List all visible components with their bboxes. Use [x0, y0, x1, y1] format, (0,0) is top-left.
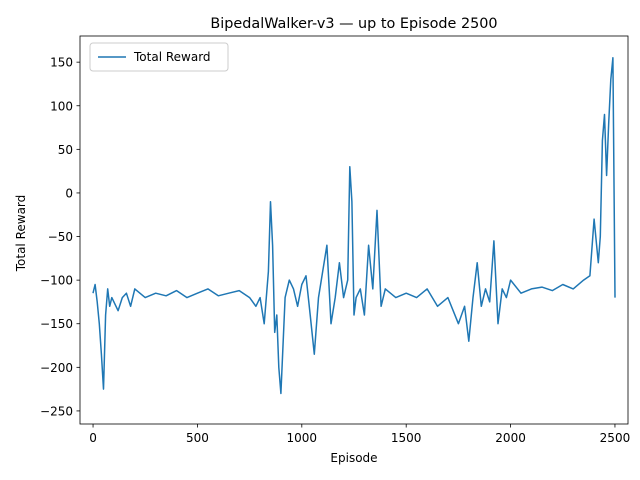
y-tick-label: −100	[40, 274, 73, 288]
x-axis-label: Episode	[330, 451, 377, 465]
series-line-total-reward	[92, 57, 616, 395]
y-tick-label: 100	[50, 99, 73, 113]
y-tick-label: 150	[50, 56, 73, 70]
chart-title: BipedalWalker-v3 — up to Episode 2500	[210, 16, 497, 32]
x-tick-label: 2000	[495, 431, 526, 445]
y-axis-label: Total Reward	[14, 195, 28, 273]
y-axis: −250 −200 −150 −100 −50 0 50 100 150	[40, 56, 80, 418]
legend: Total Reward	[89, 42, 229, 72]
x-tick-label: 1500	[391, 431, 422, 445]
y-tick-label: −200	[40, 361, 73, 375]
x-tick-label: 500	[186, 431, 209, 445]
plot-area	[79, 35, 629, 425]
y-tick-label: −150	[40, 317, 73, 331]
y-tick-label: −250	[40, 404, 73, 418]
legend-box	[89, 42, 229, 72]
x-tick-label: 2500	[600, 431, 631, 445]
legend-label-total-reward: Total Reward	[133, 50, 211, 64]
y-tick-label: −50	[48, 230, 73, 244]
x-axis: 0 500 1000 1500 2000 2500	[89, 424, 630, 445]
series-group	[92, 57, 616, 395]
x-tick-label: 0	[89, 431, 97, 445]
y-tick-label: 50	[58, 143, 73, 157]
plot-frame	[79, 35, 629, 425]
x-tick-label: 1000	[287, 431, 318, 445]
y-tick-label: 0	[65, 186, 73, 200]
